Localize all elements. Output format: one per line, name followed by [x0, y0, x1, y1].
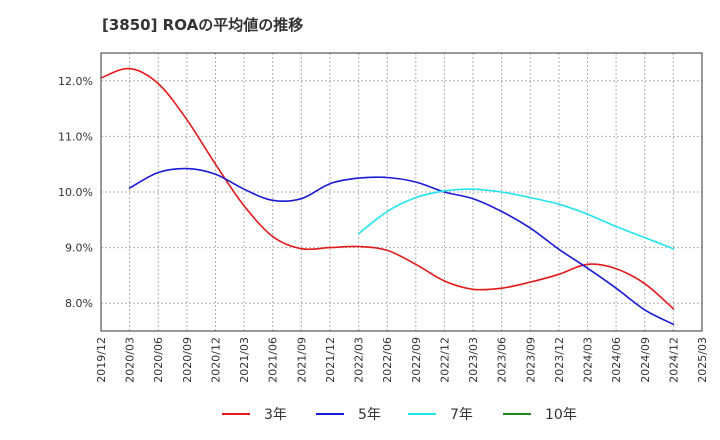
x-tick-label: 2024/09 [639, 337, 652, 383]
x-tick-label: 2025/03 [696, 337, 709, 383]
x-tick-label: 2020/03 [124, 337, 137, 383]
series-line-1 [100, 67, 675, 310]
x-tick-label: 2021/06 [267, 337, 280, 383]
x-tick-label: 2020/12 [209, 337, 222, 383]
series-line-2 [128, 167, 675, 326]
legend: 3年 5年 7年 10年 [222, 407, 577, 423]
legend-item-2: 5年 [316, 407, 381, 423]
x-tick-label: 2020/06 [152, 337, 165, 383]
x-tick-label: 2023/03 [467, 337, 480, 383]
legend-item-4: 10年 [503, 407, 577, 423]
x-tick-label: 2022/03 [353, 337, 366, 383]
legend-item-3: 7年 [408, 407, 473, 423]
x-tick-label: 2023/12 [553, 337, 566, 383]
y-tick-label: 8.0% [65, 297, 93, 310]
legend-label: 5年 [358, 407, 381, 423]
y-tick-label: 11.0% [58, 130, 93, 143]
chart-title: [3850] ROAの平均値の推移 [102, 16, 303, 34]
x-tick-label: 2024/03 [582, 337, 595, 383]
x-axis: 2019/12 2020/03 2020/06 2020/09 2020/12 2021/… [95, 337, 709, 383]
y-tick-label: 10.0% [58, 186, 93, 199]
y-tick-label: 9.0% [65, 242, 93, 255]
x-tick-label: 2021/09 [295, 337, 308, 383]
x-tick-label: 2022/06 [381, 337, 394, 383]
x-tick-label: 2024/06 [610, 337, 623, 383]
plot-frame [100, 52, 703, 332]
x-tick-label: 2023/09 [524, 337, 537, 383]
x-tick-label: 2021/12 [324, 337, 337, 383]
legend-label: 3年 [264, 407, 287, 423]
x-tick-label: 2021/03 [238, 337, 251, 383]
x-tick-label: 2020/09 [181, 337, 194, 383]
legend-label: 7年 [450, 407, 473, 423]
x-tick-label: 2019/12 [95, 337, 108, 383]
y-axis: 8.0% 9.0% 10.0% 11.0% 12.0% [58, 75, 93, 310]
y-tick-label: 12.0% [58, 75, 93, 88]
legend-label: 10年 [545, 407, 577, 423]
x-tick-label: 2022/09 [410, 337, 423, 383]
grid [101, 53, 702, 331]
series-lines [100, 67, 675, 326]
x-tick-label: 2024/12 [667, 337, 680, 383]
x-tick-label: 2022/12 [438, 337, 451, 383]
series-line-3 [357, 188, 675, 250]
x-tick-label: 2023/06 [496, 337, 509, 383]
legend-item-1: 3年 [222, 407, 287, 423]
